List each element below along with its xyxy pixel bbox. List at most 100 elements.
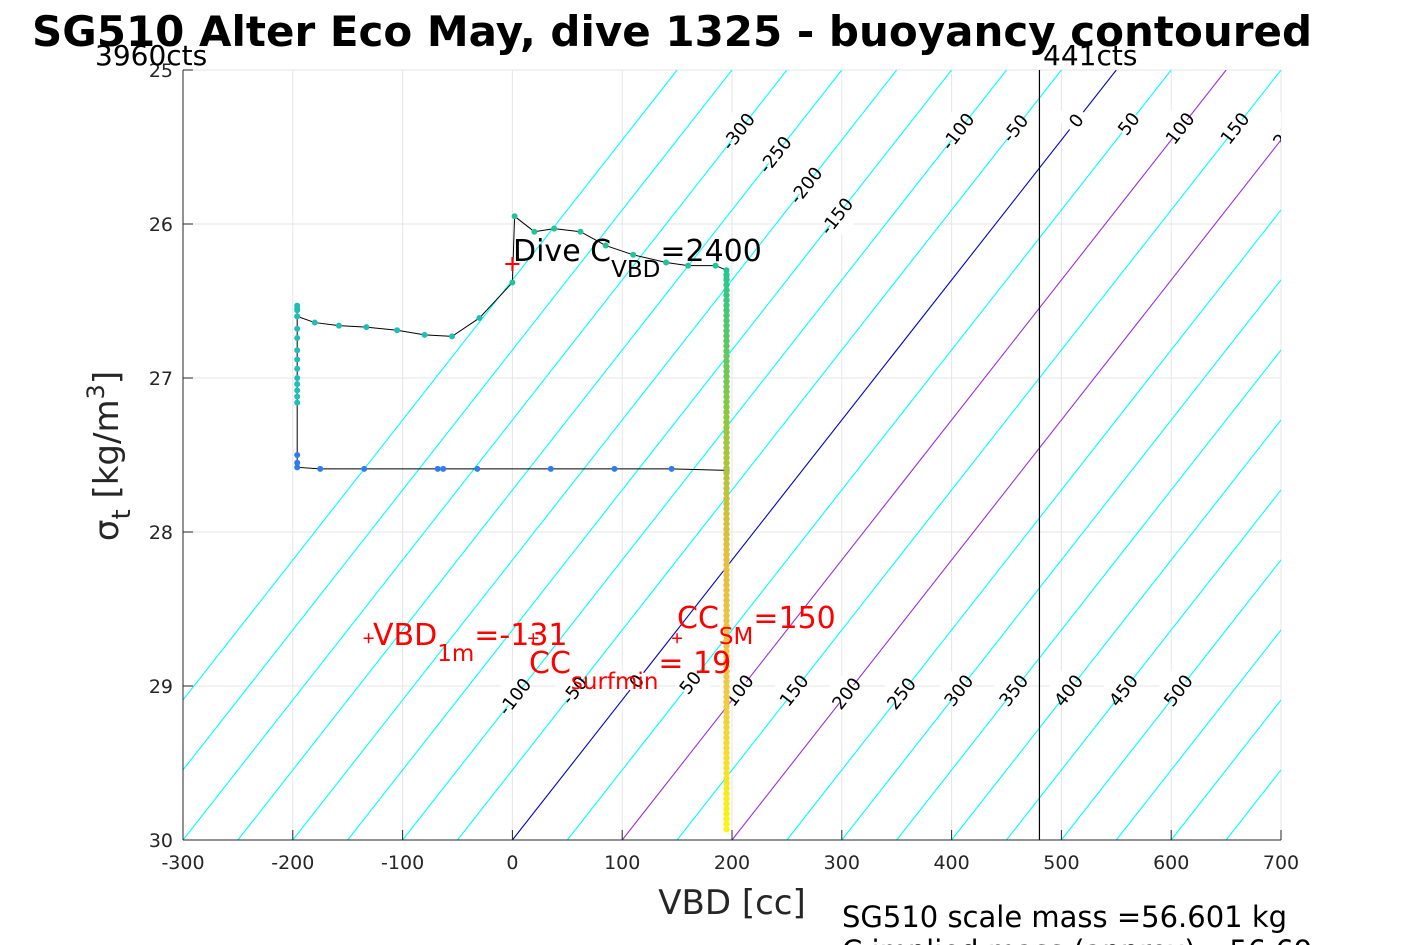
- contour-label-bottom: 400: [1050, 671, 1088, 711]
- dive-point: [723, 551, 730, 558]
- contour-label-bg: [553, 670, 596, 711]
- dive-point: [723, 673, 730, 680]
- dive-point: [723, 307, 730, 314]
- footer-implied-mass: C implied mass (approx) =56.69: [842, 934, 1312, 945]
- contour-line--250: [237, 70, 843, 840]
- contour-label-bg: [1107, 104, 1150, 144]
- dive-point: [723, 459, 730, 467]
- dive-point: [723, 627, 730, 635]
- contour-line--50: [457, 70, 1062, 840]
- x-tick-label: -200: [271, 852, 314, 874]
- dive-point: [723, 764, 730, 772]
- contour-label-bg: [880, 673, 923, 714]
- contour-label-bg: [825, 673, 868, 714]
- contour-line-400: [951, 419, 1281, 840]
- dive-point: [723, 444, 730, 451]
- climb-point: [723, 267, 730, 274]
- climb-point: [294, 459, 301, 466]
- dive-point: [723, 775, 730, 782]
- contour-label-top: 150: [1217, 109, 1255, 149]
- dive-point: [723, 434, 730, 441]
- contour-line-150: [676, 70, 1281, 840]
- contour-label-bg: [815, 196, 858, 237]
- dive-point: [723, 744, 730, 752]
- contour-label-top: 200: [1269, 112, 1307, 152]
- contour-label-bg: [717, 111, 760, 152]
- dive-point: [723, 815, 730, 823]
- dive-point: [723, 525, 730, 533]
- climb-point: [294, 452, 301, 458]
- vbd-1m-annotation: VBD1m=-131: [373, 618, 568, 667]
- dive-point: [723, 485, 730, 492]
- dive-point: [723, 688, 730, 696]
- contour-label-bottom: 350: [995, 671, 1033, 711]
- x-tick-label: 0: [506, 852, 518, 874]
- climb-point: [294, 381, 301, 388]
- dive-point: [723, 403, 730, 411]
- dive-point: [723, 378, 730, 385]
- x-tick-label: 400: [933, 852, 969, 874]
- dive-point: [723, 368, 730, 375]
- climb-point: [449, 333, 456, 340]
- dive-point: [723, 342, 730, 350]
- dive-point: [723, 363, 730, 370]
- dive-point: [723, 581, 730, 589]
- axes: [182, 69, 1282, 841]
- contour-line--150: [347, 70, 953, 840]
- climb-point: [294, 393, 301, 400]
- climb-point: [361, 465, 368, 472]
- dive-point: [723, 454, 730, 462]
- dive-point: [723, 653, 730, 660]
- contour-line-550: [1115, 629, 1281, 840]
- dive-point: [723, 790, 730, 797]
- marker-plus: [363, 633, 374, 644]
- contour-label-bg: [785, 165, 828, 206]
- climb-point: [602, 242, 609, 249]
- contour-line-600: [1170, 699, 1281, 840]
- climb-point: [294, 307, 301, 314]
- dive-point: [723, 648, 730, 655]
- contour-line--350: [183, 70, 733, 771]
- contour-label-bg: [1157, 670, 1200, 711]
- marker-plus: [528, 633, 539, 644]
- contour-label-bg: [937, 111, 980, 152]
- dive-point: [723, 480, 730, 487]
- dive-point: [723, 592, 730, 599]
- climb-point: [294, 365, 301, 372]
- dive-point: [723, 754, 730, 762]
- dive-point: [723, 281, 730, 289]
- dive-point: [723, 419, 730, 426]
- dive-point: [723, 658, 730, 665]
- contour-label-bg: [994, 108, 1037, 149]
- dive-point: [723, 520, 730, 528]
- dive-point: [723, 576, 730, 584]
- y-tick-label: 27: [149, 368, 173, 390]
- climb-trace-line: [296, 215, 728, 471]
- climb-point: [630, 251, 637, 258]
- x-tick-label: 200: [714, 852, 750, 874]
- dive-point: [723, 388, 730, 396]
- dive-point: [723, 571, 730, 579]
- dive-point: [723, 408, 730, 416]
- dive-point: [723, 795, 730, 802]
- dive-point: [723, 561, 730, 568]
- contour-label-bg: [1159, 108, 1202, 149]
- dive-point: [723, 358, 730, 365]
- dive-c-vbd-annotation: Dive CVBD=2400: [513, 234, 762, 283]
- left-count-label: 3960cts: [95, 39, 207, 72]
- climb-point: [685, 262, 692, 269]
- x-tick-label: -300: [161, 852, 204, 874]
- dive-point: [723, 424, 730, 431]
- dive-point: [723, 663, 730, 670]
- dive-point: [723, 332, 730, 340]
- dive-point: [723, 312, 730, 319]
- contour-label-bg: [938, 670, 980, 711]
- climb-point: [294, 375, 301, 381]
- dive-point: [723, 586, 730, 594]
- dive-point: [723, 826, 730, 833]
- contour-label-bg: [615, 661, 658, 702]
- grid: [182, 69, 1282, 841]
- dive-point: [723, 703, 730, 711]
- x-axis-label: VBD [cc]: [658, 883, 806, 923]
